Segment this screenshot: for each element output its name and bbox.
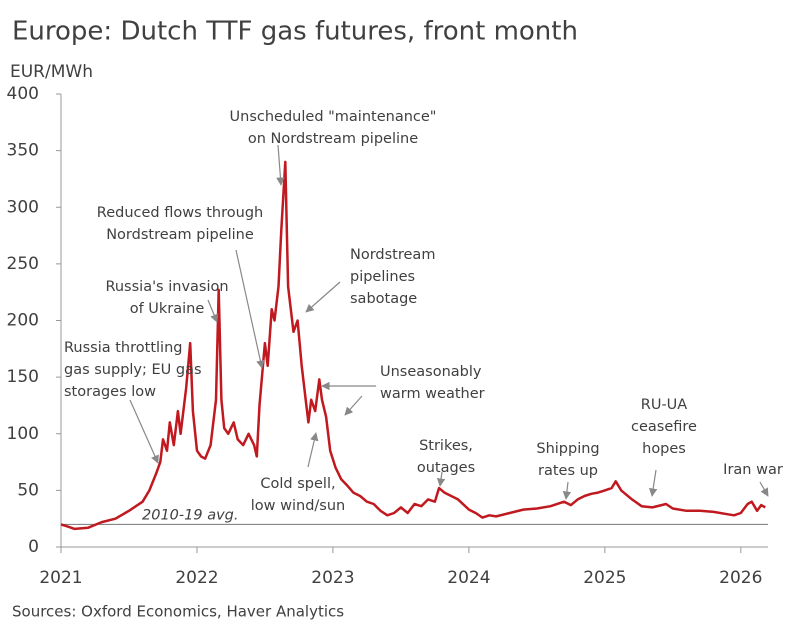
y-tick-label: 200 [7, 311, 39, 331]
y-tick-label: 0 [28, 537, 39, 557]
reference-label: 2010-19 avg. [142, 507, 238, 523]
x-tick-label: 2026 [719, 568, 762, 588]
x-tick-label: 2024 [447, 568, 490, 588]
annotation-arrow [207, 299, 219, 323]
x-tick-label: 2022 [175, 568, 218, 588]
annotation: Russia's invasion [105, 279, 228, 295]
x-tick-label: 2025 [583, 568, 626, 588]
x-tick-label: 2023 [311, 568, 354, 588]
annotation: sabotage [350, 291, 417, 307]
annotation: pipelines [350, 269, 415, 285]
annotation: outages [417, 460, 475, 476]
annotation-arrow [129, 399, 159, 464]
annotation: Reduced flows through [97, 205, 263, 221]
source: Sources: Oxford Economics, Haver Analyti… [12, 603, 344, 621]
annotation-arrow [344, 395, 363, 416]
chart-title: Europe: Dutch TTF gas futures, front mon… [12, 17, 578, 47]
annotation: Nordstream [350, 247, 435, 263]
annotation: gas supply; EU gas [64, 362, 202, 378]
annotation: warm weather [380, 386, 485, 402]
annotation: Cold spell, [260, 476, 335, 492]
annotation: Nordstream pipeline [106, 227, 254, 243]
annotation: low wind/sun [251, 498, 345, 514]
price-line [60, 160, 766, 531]
annotation: hopes [642, 441, 686, 457]
annotation: Shipping [536, 441, 599, 457]
annotation: Strikes, [419, 438, 473, 454]
y-tick-label: 350 [7, 141, 39, 161]
y-tick-label: 250 [7, 254, 39, 274]
annotation: Russia throttling [64, 340, 182, 356]
annotation-arrow [436, 471, 446, 487]
y-tick-label: 100 [7, 424, 39, 444]
y-tick-label: 150 [7, 367, 39, 387]
annotation-arrow [759, 481, 769, 497]
y-tick-label: 400 [7, 84, 39, 104]
annotation-arrow [562, 481, 572, 500]
annotation: Unseasonably [380, 364, 482, 380]
annotation-arrow [276, 144, 285, 186]
annotation: of Ukraine [130, 301, 205, 317]
y-tick-label: 50 [17, 480, 39, 500]
annotation-arrow [305, 281, 341, 313]
x-tick-label: 2021 [39, 568, 82, 588]
annotation: ceasefire [631, 419, 697, 435]
y-tick-label: 300 [7, 197, 39, 217]
annotation: storages low [64, 384, 156, 400]
annotation: rates up [538, 463, 598, 479]
annotation: RU-UA [641, 397, 688, 413]
annotation: on Nordstream pipeline [248, 131, 418, 147]
annotation-arrow [307, 432, 319, 468]
annotation-arrow [235, 249, 265, 369]
annotation: Iran war [723, 462, 783, 478]
y-axis-label: EUR/MWh [10, 62, 93, 82]
annotation: Unscheduled "maintenance" [230, 109, 437, 125]
annotation-arrow [648, 469, 658, 497]
